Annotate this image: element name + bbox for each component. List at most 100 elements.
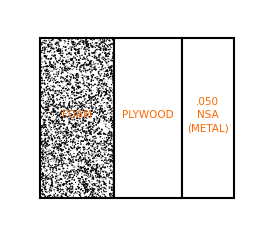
Point (93, 83, 97, 86)
Point (104, 173, 109, 177)
Point (89, 59, 94, 63)
Point (101, 165, 105, 168)
Point (46, 159, 50, 163)
Point (57, 88, 61, 92)
Point (46, 144, 51, 147)
Point (108, 141, 112, 145)
Point (49, 126, 54, 129)
Point (40, 152, 45, 156)
Point (44, 88, 49, 92)
Point (77, 49, 81, 53)
Point (80, 105, 84, 109)
Point (73, 191, 77, 195)
Point (55, 105, 59, 109)
Point (52, 104, 56, 108)
Point (52, 154, 57, 158)
Point (67, 148, 71, 151)
Point (111, 181, 115, 185)
Point (92, 53, 97, 57)
Point (82, 67, 86, 71)
Point (43, 52, 48, 56)
Point (93, 191, 97, 195)
Point (109, 101, 114, 105)
Point (50, 153, 54, 157)
Point (96, 172, 101, 176)
Point (94, 41, 98, 45)
Point (74, 175, 79, 178)
Point (106, 111, 110, 115)
Point (96, 188, 100, 191)
Point (105, 165, 110, 169)
Point (93, 96, 98, 100)
Point (67, 80, 71, 83)
Point (103, 153, 107, 156)
Point (44, 61, 48, 65)
Point (100, 80, 104, 84)
Point (48, 88, 53, 92)
Point (100, 65, 104, 68)
Point (79, 96, 83, 99)
Point (39, 137, 43, 141)
Point (70, 64, 74, 67)
Point (42, 111, 46, 115)
Point (48, 95, 52, 99)
Point (77, 194, 82, 197)
Point (65, 167, 69, 170)
Point (97, 196, 101, 200)
Point (74, 66, 79, 69)
Point (42, 123, 46, 127)
Point (97, 48, 101, 51)
Point (63, 67, 68, 71)
Point (77, 128, 81, 132)
Point (50, 64, 54, 68)
Point (80, 176, 84, 179)
Point (104, 91, 108, 94)
Point (57, 112, 61, 116)
Point (61, 66, 65, 70)
Point (108, 108, 112, 111)
Point (87, 63, 91, 66)
Point (81, 66, 85, 70)
Point (70, 182, 75, 185)
Point (72, 146, 77, 149)
Point (87, 121, 92, 124)
Point (73, 101, 77, 105)
Point (95, 185, 99, 188)
Point (77, 40, 81, 44)
Point (47, 63, 52, 67)
Point (97, 127, 101, 131)
Point (104, 157, 108, 161)
Point (44, 42, 48, 46)
Point (46, 177, 50, 181)
Point (70, 187, 74, 191)
Point (40, 43, 44, 46)
Point (71, 176, 75, 179)
Point (90, 143, 95, 147)
Point (70, 97, 74, 100)
Point (78, 192, 83, 196)
Point (104, 90, 108, 94)
Point (68, 160, 72, 164)
Point (55, 80, 59, 84)
Point (75, 122, 79, 125)
Point (102, 56, 107, 60)
Point (70, 100, 75, 104)
Point (60, 153, 64, 157)
Point (108, 39, 112, 43)
Point (54, 41, 58, 45)
Point (57, 143, 61, 146)
Point (85, 191, 89, 194)
Point (41, 123, 46, 127)
Point (83, 66, 87, 70)
Point (75, 78, 80, 82)
Point (97, 180, 101, 184)
Point (59, 148, 63, 152)
Point (99, 78, 103, 82)
Point (76, 150, 81, 154)
Point (66, 82, 71, 85)
Point (43, 47, 47, 51)
Point (95, 174, 99, 178)
Point (92, 142, 96, 145)
Point (69, 182, 74, 185)
Point (39, 82, 43, 85)
